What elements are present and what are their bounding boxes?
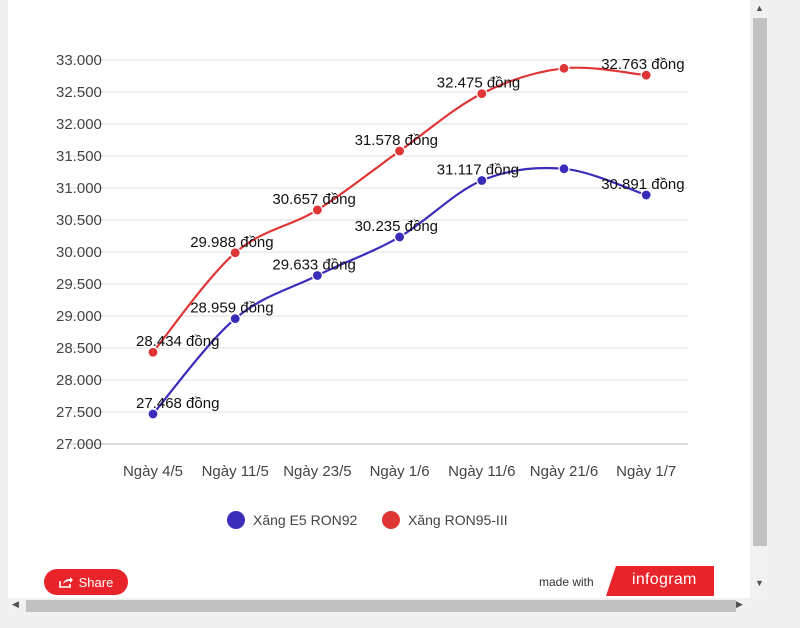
data-label: 29.988 đồng bbox=[190, 234, 273, 251]
data-label: 27.468 đồng bbox=[136, 395, 219, 412]
data-label: 32.763 đồng bbox=[601, 56, 684, 73]
series-points bbox=[147, 62, 652, 420]
data-label: 32.475 đồng bbox=[437, 75, 520, 92]
data-labels: 27.468 đồng 28.959 đồng 29.633 đồng 30.235 … bbox=[136, 56, 685, 412]
data-label: 31.117 đồng bbox=[437, 162, 519, 179]
made-with-text: made with bbox=[539, 575, 594, 589]
scroll-down-icon[interactable]: ▼ bbox=[755, 578, 764, 588]
data-point bbox=[229, 313, 241, 325]
data-label: 30.235 đồng bbox=[355, 218, 438, 235]
data-point bbox=[147, 346, 159, 358]
data-point bbox=[476, 87, 488, 100]
y-tick-label: 28.000 bbox=[56, 372, 102, 389]
share-icon bbox=[58, 577, 73, 588]
data-point bbox=[640, 189, 652, 201]
line-chart: 27.000 27.500 28.000 28.500 29.000 29.500 30.0… bbox=[56, 52, 688, 529]
chart-frame: 27.000 27.500 28.000 28.500 29.000 29.500 30.0… bbox=[8, 0, 753, 598]
y-tick-label: 32.500 bbox=[56, 84, 102, 101]
legend-marker bbox=[227, 511, 245, 529]
data-point bbox=[147, 408, 159, 420]
data-point bbox=[558, 62, 570, 74]
y-tick-label: 29.500 bbox=[56, 276, 102, 293]
horizontal-scrollbar[interactable]: ◀ ▶ bbox=[8, 598, 750, 614]
data-label: 30.891 đồng bbox=[601, 176, 684, 193]
scroll-up-icon[interactable]: ▲ bbox=[755, 3, 764, 13]
horizontal-scroll-thumb[interactable] bbox=[26, 600, 736, 612]
x-tick-label: Ngày 11/5 bbox=[202, 463, 269, 480]
series-line bbox=[152, 166, 647, 415]
infogram-logo[interactable] bbox=[606, 566, 714, 596]
vertical-scrollbar[interactable]: ▲ ▼ bbox=[750, 0, 770, 598]
scroll-left-icon[interactable]: ◀ bbox=[12, 599, 19, 609]
data-point bbox=[394, 145, 406, 157]
x-tick-label: Ngày 21/6 bbox=[530, 463, 598, 480]
gridlines bbox=[68, 59, 688, 445]
scroll-right-icon[interactable]: ▶ bbox=[736, 599, 743, 609]
y-tick-label: 27.500 bbox=[56, 404, 102, 421]
x-tick-label: Ngày 1/7 bbox=[616, 463, 676, 480]
legend: Xăng E5 RON92 Xăng RON95-III bbox=[227, 511, 508, 529]
legend-marker bbox=[382, 511, 400, 529]
y-tick-label: 31.000 bbox=[56, 180, 102, 197]
share-label: Share bbox=[78, 574, 114, 590]
y-tick-label: 28.500 bbox=[56, 340, 102, 357]
data-point bbox=[229, 247, 241, 259]
data-label: 28.959 đồng bbox=[190, 300, 273, 317]
y-tick-label: 33.000 bbox=[56, 52, 102, 69]
infogram-logo-text: infogram bbox=[632, 571, 697, 588]
data-label: 31.578 đồng bbox=[355, 132, 438, 149]
x-tick-label: Ngày 23/5 bbox=[283, 463, 351, 480]
data-point bbox=[476, 174, 488, 187]
vertical-scroll-thumb[interactable] bbox=[753, 18, 767, 546]
y-tick-label: 30.500 bbox=[56, 212, 102, 229]
data-label: 28.434 đồng bbox=[136, 333, 219, 350]
y-tick-label: 30.000 bbox=[56, 244, 102, 261]
x-axis-ticks: Ngày 4/5 Ngày 11/5 Ngày 23/5 Ngày 1/6 Ngày 1… bbox=[123, 463, 676, 480]
y-tick-label: 31.500 bbox=[56, 148, 102, 165]
legend-label: Xăng RON95-III bbox=[408, 512, 508, 528]
data-point bbox=[311, 204, 323, 216]
x-tick-label: Ngày 4/5 bbox=[123, 463, 183, 480]
data-point bbox=[558, 163, 570, 175]
y-tick-label: 32.000 bbox=[56, 116, 102, 133]
x-tick-label: Ngày 1/6 bbox=[370, 463, 430, 480]
y-tick-label: 29.000 bbox=[56, 308, 102, 325]
legend-label: Xăng E5 RON92 bbox=[253, 512, 357, 528]
y-tick-label: 27.000 bbox=[56, 436, 102, 453]
data-point bbox=[640, 69, 652, 81]
x-tick-label: Ngày 11/6 bbox=[448, 463, 515, 480]
data-label: 29.633 đồng bbox=[272, 256, 355, 273]
data-point bbox=[394, 231, 406, 243]
data-label: 30.657 đồng bbox=[272, 191, 355, 208]
data-point bbox=[311, 269, 323, 282]
y-axis-ticks: 27.000 27.500 28.000 28.500 29.000 29.500 30.0… bbox=[56, 52, 102, 453]
share-button[interactable]: Share bbox=[44, 569, 128, 595]
